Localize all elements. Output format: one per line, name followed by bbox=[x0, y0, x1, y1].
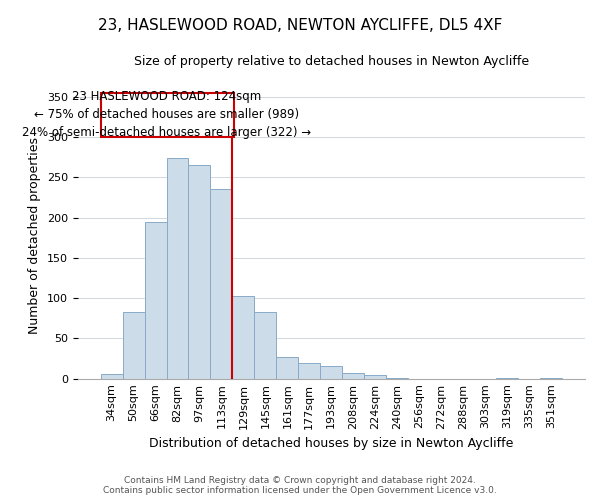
Text: Contains HM Land Registry data © Crown copyright and database right 2024.
Contai: Contains HM Land Registry data © Crown c… bbox=[103, 476, 497, 495]
Text: 23 HASLEWOOD ROAD: 124sqm
← 75% of detached houses are smaller (989)
24% of semi: 23 HASLEWOOD ROAD: 124sqm ← 75% of detac… bbox=[22, 90, 311, 140]
Bar bbox=[188, 166, 211, 378]
Bar bbox=[101, 374, 122, 378]
Text: 23, HASLEWOOD ROAD, NEWTON AYCLIFFE, DL5 4XF: 23, HASLEWOOD ROAD, NEWTON AYCLIFFE, DL5… bbox=[98, 18, 502, 32]
Bar bbox=[364, 374, 386, 378]
FancyBboxPatch shape bbox=[101, 93, 233, 137]
X-axis label: Distribution of detached houses by size in Newton Aycliffe: Distribution of detached houses by size … bbox=[149, 437, 514, 450]
Bar bbox=[122, 312, 145, 378]
Bar bbox=[320, 366, 342, 378]
Y-axis label: Number of detached properties: Number of detached properties bbox=[28, 137, 41, 334]
Bar bbox=[145, 222, 167, 378]
Bar bbox=[254, 312, 277, 378]
Bar bbox=[342, 373, 364, 378]
Bar bbox=[211, 190, 232, 378]
Title: Size of property relative to detached houses in Newton Aycliffe: Size of property relative to detached ho… bbox=[134, 55, 529, 68]
Bar bbox=[298, 362, 320, 378]
Bar bbox=[167, 158, 188, 378]
Bar bbox=[232, 296, 254, 378]
Bar bbox=[277, 357, 298, 378]
